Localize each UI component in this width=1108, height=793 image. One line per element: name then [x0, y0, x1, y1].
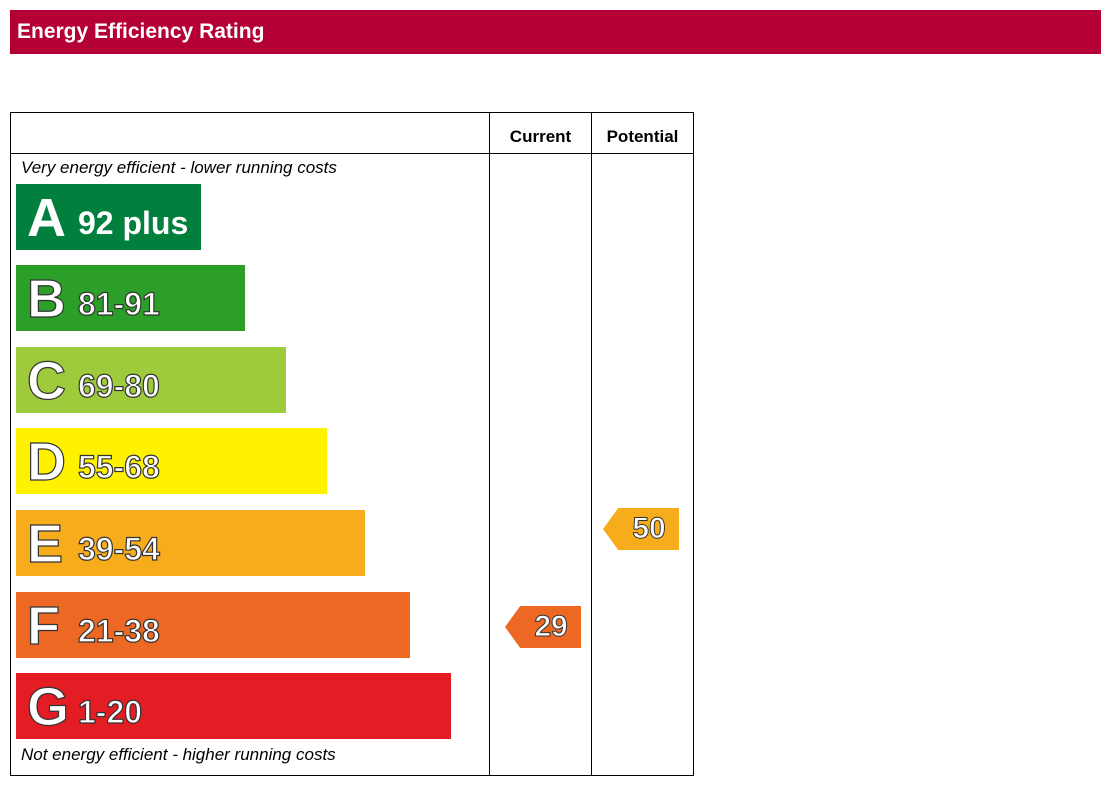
- band-range: 92 plus: [78, 205, 189, 241]
- band-letter: F: [26, 595, 60, 656]
- band-c: C 69-80: [16, 347, 286, 413]
- current-column-divider: [489, 112, 490, 776]
- potential-column-header: Potential: [606, 127, 679, 146]
- potential-arrow-shape: [603, 508, 679, 550]
- band-f: F 21-38: [16, 592, 410, 658]
- band-range: 81-91: [77, 285, 160, 322]
- potential-rating-arrow: 50: [603, 508, 679, 550]
- current-rating-value: 29: [534, 610, 568, 644]
- current-column-header: Current: [509, 127, 572, 146]
- current-arrow-shape: [505, 606, 581, 648]
- rating-table: [10, 112, 694, 776]
- band-letter: C: [26, 350, 66, 411]
- header-divider: [10, 153, 694, 154]
- band-letter: B: [26, 268, 66, 329]
- band-letter: D: [26, 431, 66, 492]
- band-range: 55-68: [77, 448, 160, 485]
- potential-column-divider: [591, 112, 592, 776]
- current-rating-arrow: 29: [505, 606, 581, 648]
- top-caption: Very energy efficient - lower running co…: [21, 158, 337, 177]
- band-range: 21-38: [77, 612, 160, 649]
- band-range: 1-20: [77, 693, 143, 730]
- band-a: A 92 plus: [16, 184, 201, 250]
- band-letter: G: [26, 676, 70, 737]
- band-range: 39-54: [77, 530, 160, 567]
- band-letter: E: [26, 513, 64, 574]
- band-g: G 1-20: [16, 673, 451, 739]
- band-range: 69-80: [77, 367, 160, 404]
- band-e: E 39-54: [16, 510, 365, 576]
- bottom-caption: Not energy efficient - higher running co…: [21, 745, 336, 764]
- band-letter: A: [27, 188, 66, 248]
- band-b: B 81-91: [16, 265, 245, 331]
- page-title: Energy Efficiency Rating: [10, 10, 1101, 54]
- band-d: D 55-68: [16, 428, 327, 494]
- potential-rating-value: 50: [632, 512, 666, 546]
